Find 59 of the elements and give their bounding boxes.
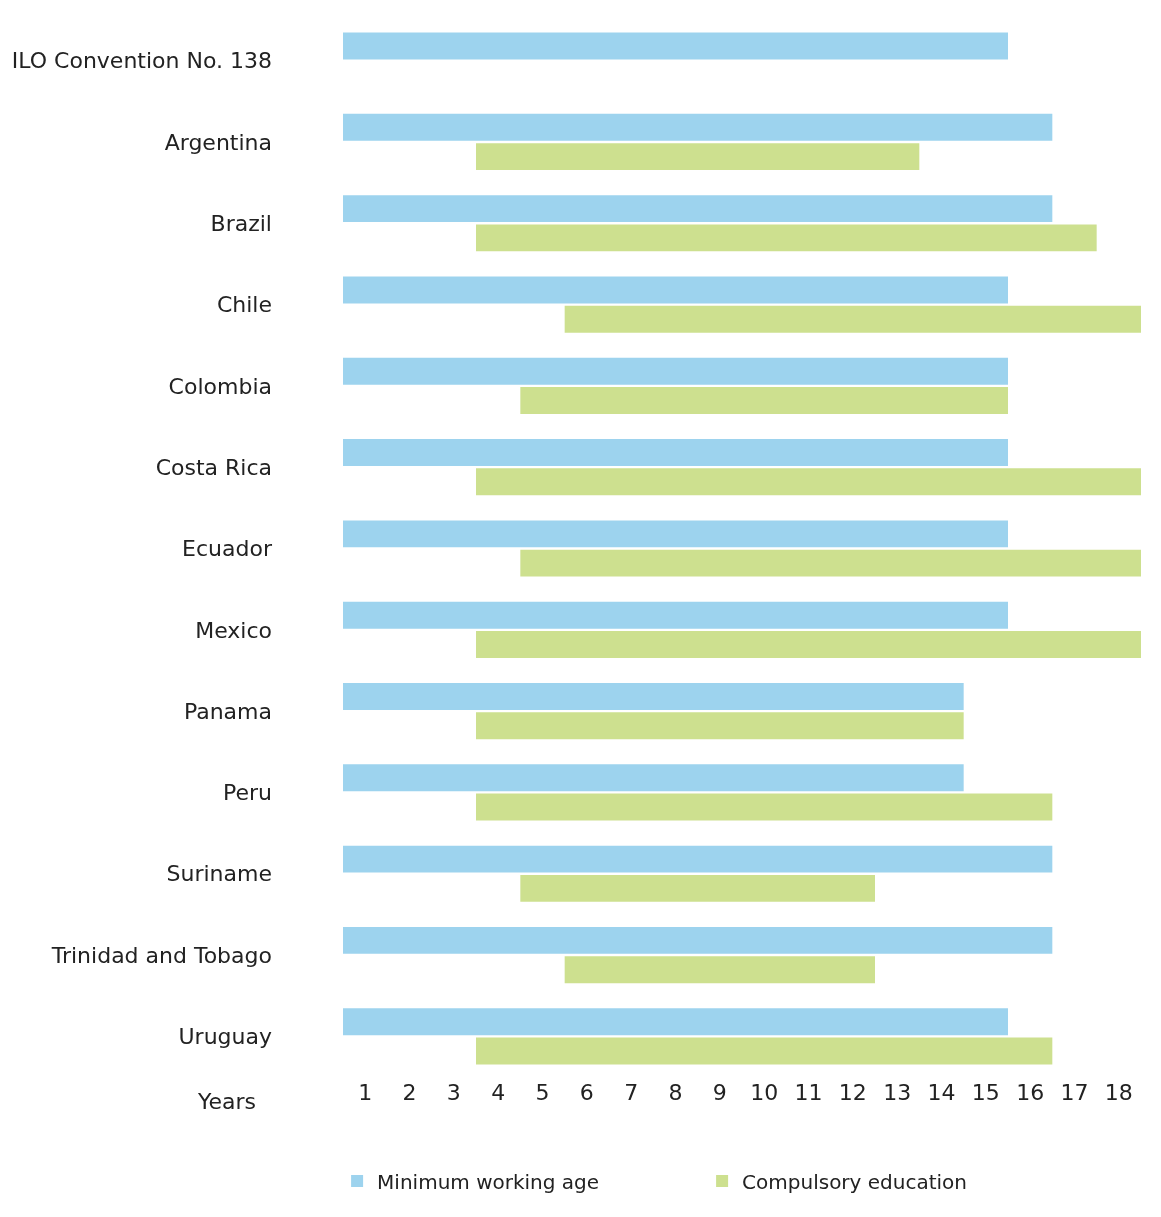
bar [343,32,1008,60]
bar [520,874,875,902]
x-tick-label: 2 [402,1080,417,1105]
bar [343,113,1053,141]
x-tick-label: 16 [1016,1080,1045,1105]
bar [564,956,875,984]
y-tick-label: Costa Rica [155,454,272,480]
y-tick-label: Chile [216,292,272,318]
bar [343,601,1008,629]
bar [343,1008,1008,1036]
bar [343,439,1008,467]
y-tick-label: Colombia [168,373,272,399]
bar [476,793,1053,821]
y-tick-label: Trinidad and Tobago [50,942,272,968]
x-tick-label: 12 [838,1080,867,1105]
x-tick-label: 4 [491,1080,506,1105]
x-tick-label: 13 [883,1080,912,1105]
bar [343,357,1008,385]
x-tick-label: 18 [1104,1080,1133,1105]
bar [343,520,1008,548]
bar [476,468,1141,496]
y-tick-label: Mexico [195,617,272,643]
y-tick-label: Uruguay [178,1024,272,1050]
bar [343,195,1053,223]
y-tick-label: Panama [183,698,272,724]
bar [476,1037,1053,1065]
x-tick-label: 9 [712,1080,727,1105]
x-tick-label: 17 [1060,1080,1089,1105]
legend-label: Compulsory education [742,1169,968,1194]
x-tick-label: 10 [750,1080,779,1105]
bar [476,224,1097,252]
y-tick-label: Argentina [164,129,272,155]
x-tick-label: 3 [446,1080,461,1105]
bar [343,276,1008,304]
x-tick-label: 7 [624,1080,639,1105]
x-tick-label: 15 [971,1080,1000,1105]
y-tick-label: ILO Convention No. 138 [11,48,272,74]
legend-label: Minimum working age [377,1169,600,1194]
bar [476,143,920,171]
y-tick-label: Ecuador [182,536,273,562]
bar [520,387,1008,414]
y-tick-label: Brazil [210,210,272,236]
bar [343,683,964,710]
x-tick-label: 6 [579,1080,594,1105]
x-tick-label: 14 [927,1080,956,1105]
y-tick-label: Peru [222,780,272,806]
bar [343,926,1053,954]
x-tick-label: 5 [535,1080,550,1105]
x-tick-label: 8 [668,1080,683,1105]
x-axis-title: Years [197,1089,257,1114]
bar [520,549,1141,577]
bar [564,305,1141,333]
x-tick-label: 11 [794,1080,823,1105]
bar [343,845,1053,873]
bar [343,764,964,792]
x-tick-label: 1 [358,1080,373,1105]
bar [476,712,964,740]
bar [476,630,1141,658]
y-tick-label: Suriname [166,861,272,887]
